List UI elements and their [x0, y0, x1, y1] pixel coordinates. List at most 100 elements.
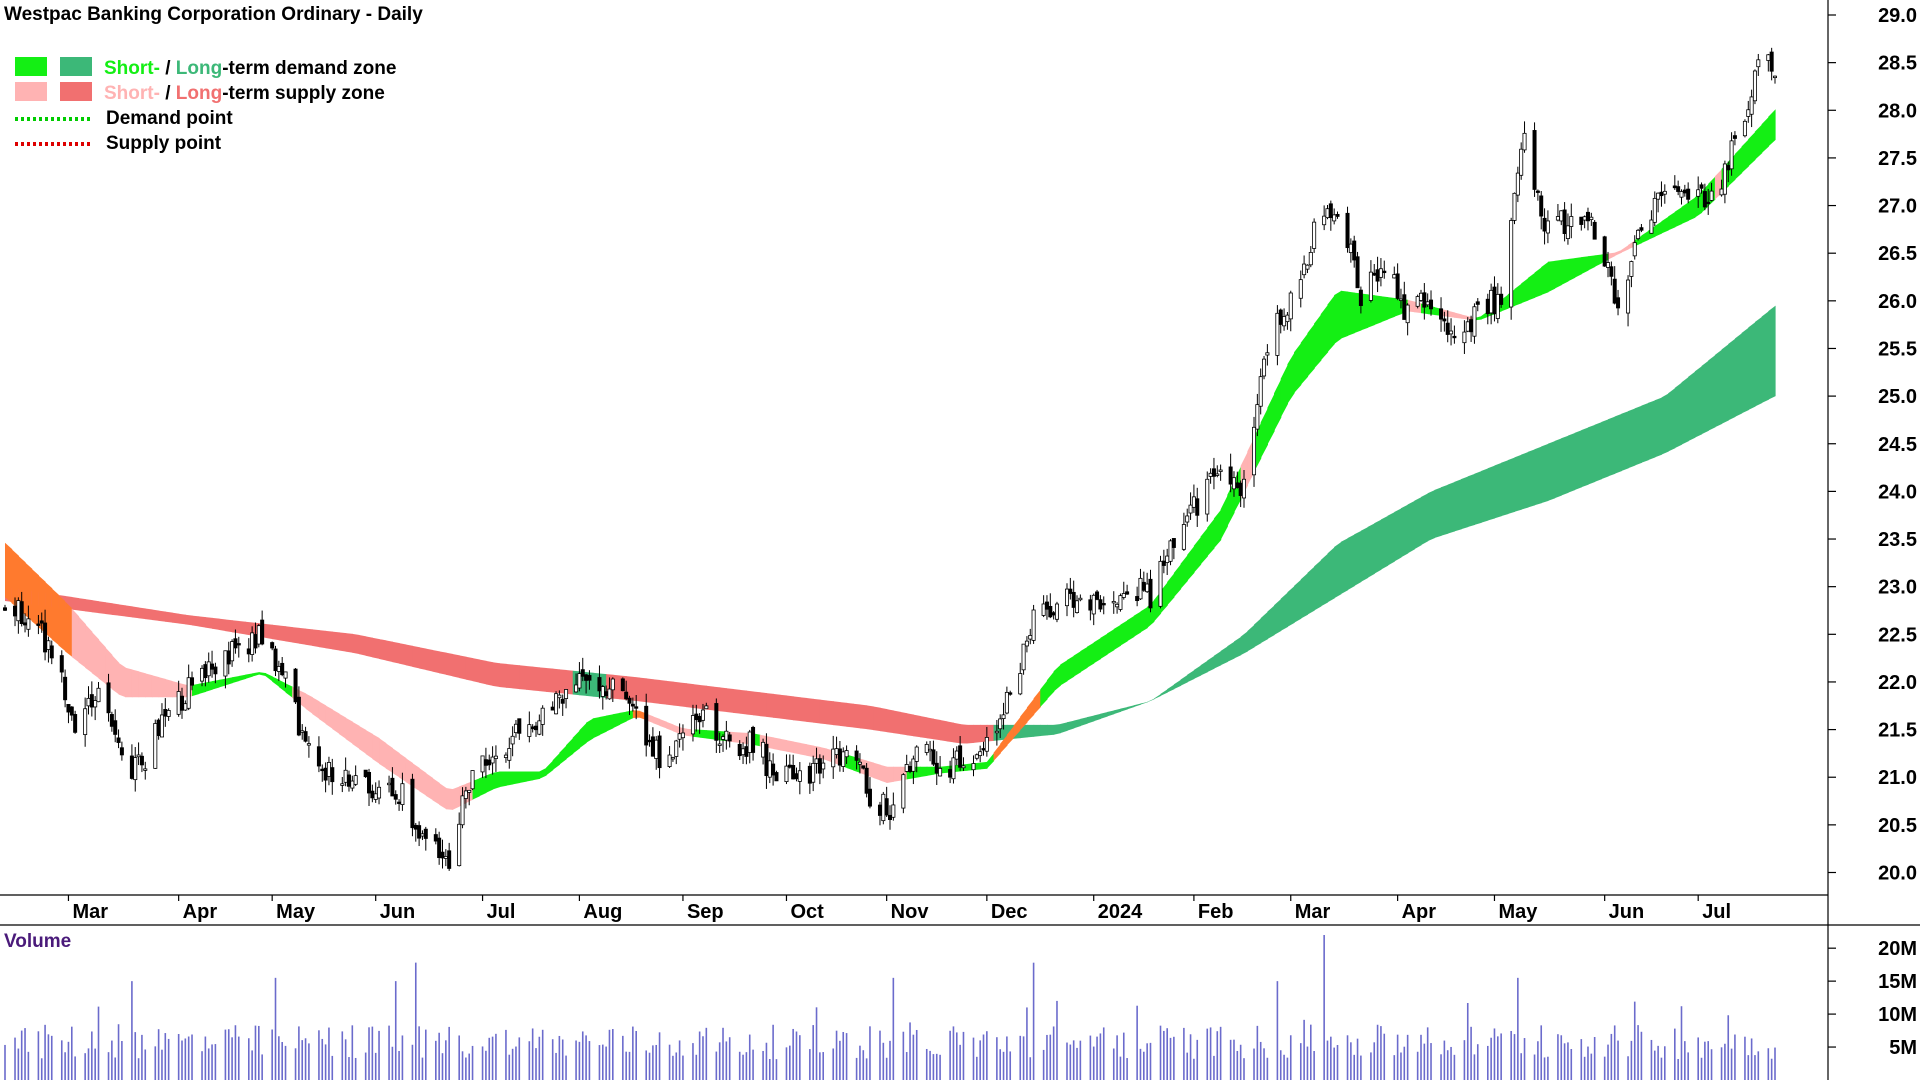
- candle-body: [1051, 612, 1056, 616]
- long-term-zone-segment: [1387, 511, 1395, 566]
- long-term-zone-segment: [806, 698, 814, 723]
- candle-body: [1773, 75, 1778, 79]
- short-term-zone-segment: [846, 754, 854, 771]
- long-term-zone-segment: [178, 613, 186, 625]
- candle-body: [186, 677, 191, 709]
- candle-body: [1024, 640, 1029, 647]
- short-term-zone-segment: [1327, 295, 1335, 353]
- short-term-zone-segment: [1547, 260, 1556, 293]
- candle-body: [747, 731, 752, 753]
- long-term-zone-segment: [1494, 462, 1502, 519]
- candle-body: [43, 622, 48, 653]
- legend-swatch: [60, 57, 92, 76]
- short-term-zone-segment: [325, 705, 333, 729]
- candle-body: [49, 645, 54, 659]
- short-term-zone-segment: [1608, 252, 1616, 260]
- candle-body: [540, 707, 545, 725]
- long-term-zone-segment: [218, 618, 227, 632]
- candle-body: [994, 730, 999, 734]
- candle-body: [1439, 308, 1444, 320]
- long-term-zone-segment: [1274, 598, 1282, 635]
- long-term-zone-segment: [205, 617, 213, 629]
- candle-body: [1616, 297, 1621, 309]
- short-term-zone-segment: [272, 676, 280, 688]
- short-term-zone-segment: [706, 730, 714, 740]
- candle-body: [1302, 263, 1307, 276]
- short-term-zone-segment: [1100, 633, 1108, 659]
- long-term-zone-segment: [1046, 724, 1055, 736]
- candle-body: [1465, 321, 1470, 332]
- candle-body: [680, 732, 685, 739]
- long-term-zone-segment: [833, 701, 841, 726]
- long-term-zone-segment: [298, 627, 307, 645]
- long-term-zone-segment: [913, 714, 921, 738]
- long-term-zone-segment: [245, 621, 253, 636]
- candle-body: [791, 765, 796, 780]
- long-term-zone-segment: [111, 603, 120, 616]
- candle-body: [1555, 216, 1560, 221]
- long-term-zone-segment: [826, 700, 834, 726]
- candle-body: [1345, 212, 1350, 249]
- short-term-zone-segment: [599, 715, 607, 736]
- candle-body: [901, 774, 906, 809]
- long-term-zone-segment: [312, 629, 320, 648]
- short-term-zone-segment: [739, 732, 747, 744]
- candle-body: [1071, 591, 1076, 608]
- candle-body: [176, 691, 181, 715]
- volume-panel-label: Volume: [4, 931, 71, 952]
- long-term-zone-segment: [1300, 572, 1309, 619]
- long-term-zone-segment: [873, 706, 881, 732]
- long-term-zone-segment: [1093, 713, 1101, 722]
- long-term-zone-segment: [940, 720, 948, 742]
- long-term-zone-segment: [692, 684, 701, 709]
- short-term-zone-segment: [1060, 660, 1068, 686]
- candle-body: [1282, 316, 1287, 327]
- candle-body: [981, 748, 986, 751]
- candle-body: [1091, 594, 1096, 615]
- short-term-zone-segment: [1020, 707, 1028, 731]
- candle-body: [480, 755, 485, 773]
- long-term-zone-segment: [485, 660, 494, 686]
- short-term-zone-segment: [926, 766, 935, 776]
- long-term-zone-segment: [1107, 710, 1115, 717]
- short-term-zone-segment: [1681, 202, 1689, 225]
- long-term-zone-segment: [439, 651, 447, 675]
- candle-body: [1422, 292, 1427, 308]
- candle-body: [1048, 605, 1053, 618]
- date-axis-label: Aug: [583, 901, 622, 923]
- short-term-zone-segment: [1320, 304, 1329, 361]
- long-term-zone-segment: [425, 648, 434, 672]
- long-term-zone-segment: [1267, 605, 1275, 640]
- long-term-zone-segment: [1414, 497, 1422, 550]
- long-term-zone-segment: [1354, 530, 1362, 586]
- candle-body: [1475, 301, 1480, 305]
- candle-body: [230, 641, 235, 662]
- candle-body: [771, 763, 776, 776]
- legend-label-part: /: [160, 58, 176, 79]
- price-axis-label: 24.0: [1878, 481, 1917, 503]
- candle-body: [721, 736, 726, 740]
- volume-layer: [4, 935, 1776, 1080]
- short-term-zone-segment: [38, 575, 46, 634]
- short-term-zone-segment: [485, 772, 494, 793]
- candle-body: [1355, 256, 1360, 289]
- candle-body: [26, 618, 31, 630]
- long-term-zone-segment: [1761, 311, 1769, 404]
- short-term-zone-segment: [1053, 664, 1061, 692]
- candle-body: [1328, 203, 1333, 219]
- long-term-zone-segment: [1668, 387, 1676, 452]
- candle-body: [133, 757, 138, 781]
- short-term-zone-segment: [372, 734, 380, 764]
- candle-body: [587, 675, 592, 681]
- long-term-zone-segment: [1374, 519, 1382, 574]
- long-term-zone-segment: [853, 703, 861, 729]
- long-term-zone-segment: [165, 611, 173, 623]
- long-term-zone-segment: [171, 612, 180, 624]
- long-term-zone-segment: [906, 713, 914, 737]
- long-term-zone-segment: [405, 644, 414, 667]
- candle-body: [1462, 331, 1467, 344]
- candle-body: [1111, 601, 1116, 604]
- short-term-zone-segment: [773, 737, 781, 751]
- long-term-zone-segment: [98, 601, 106, 614]
